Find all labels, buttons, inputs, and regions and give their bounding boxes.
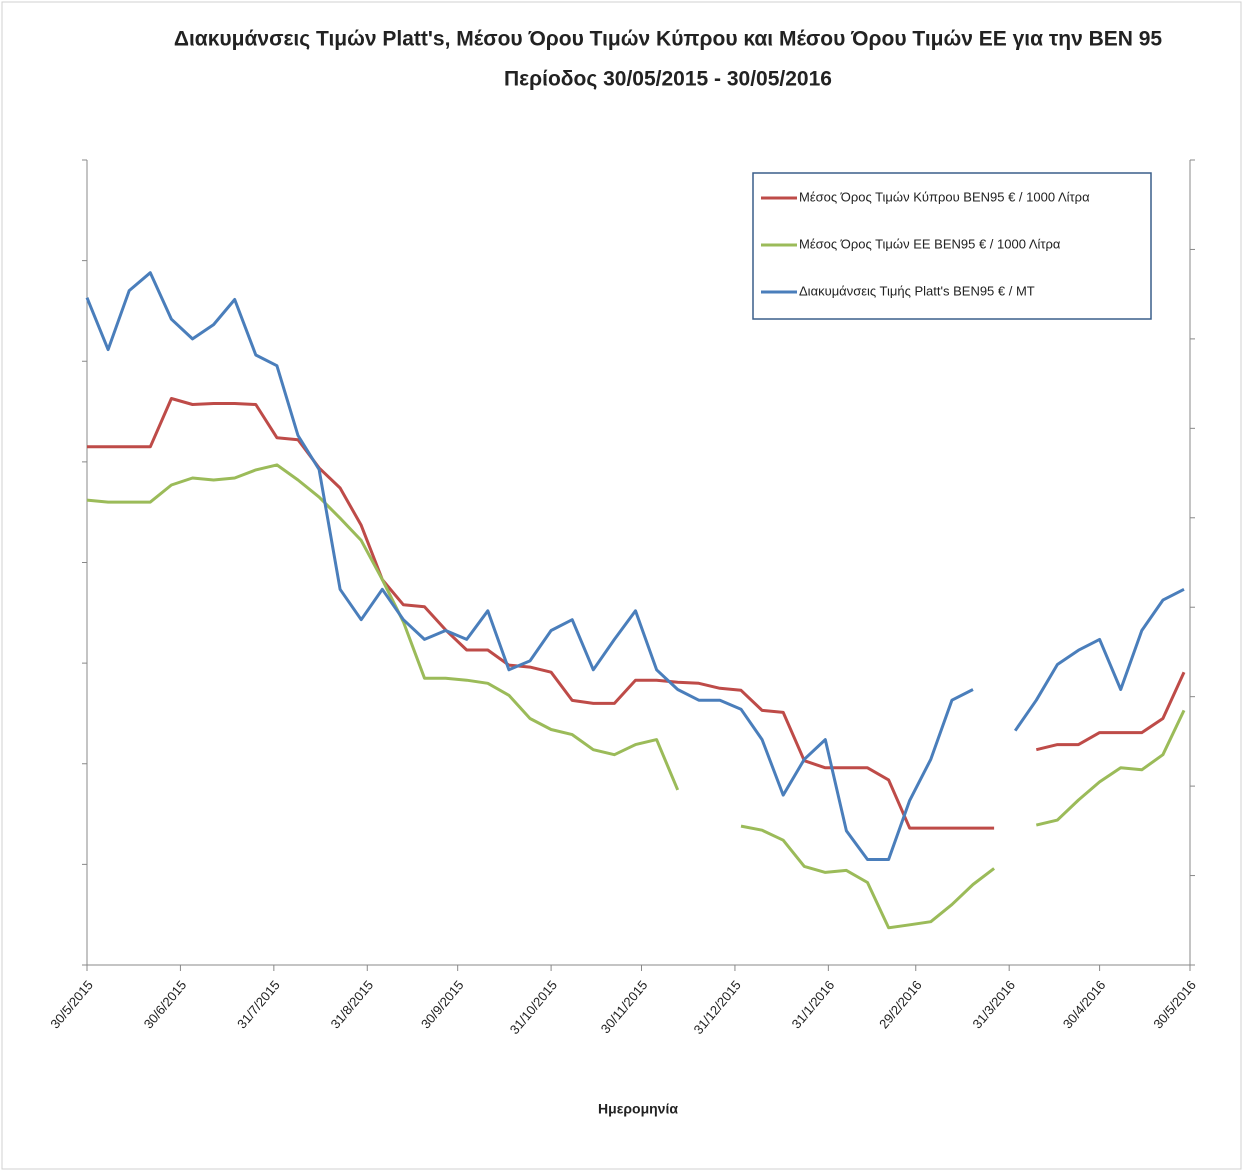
- chart-title: Διακυμάνσεις Τιμών Platt's, Μέσου Όρου Τ…: [174, 28, 1163, 51]
- legend-label: Μέσος Όρος Τιμών ΕΕ ΒΕΝ95 € / 1000 Λίτρα: [799, 236, 1061, 251]
- series-line: [87, 397, 1186, 830]
- series-line: [86, 463, 1186, 930]
- legend-label: Διακυμάνσεις Τιμής Platt's ΒΕΝ95 € / ΜΤ: [799, 283, 1035, 298]
- legend-box: [752, 172, 1152, 320]
- series-line: [85, 271, 1185, 861]
- x-axis-label: Ημερομηνία: [598, 1101, 678, 1117]
- legend-label: Μέσος Όρος Τιμών Κύπρου ΒΕΝ95 € / 1000 Λ…: [799, 189, 1090, 204]
- legend: Μέσος Όρος Τιμών Κύπρου ΒΕΝ95 € / 1000 Λ…: [752, 172, 1152, 320]
- chart-subtitle: Περίοδος 30/05/2015 - 30/05/2016: [504, 68, 832, 91]
